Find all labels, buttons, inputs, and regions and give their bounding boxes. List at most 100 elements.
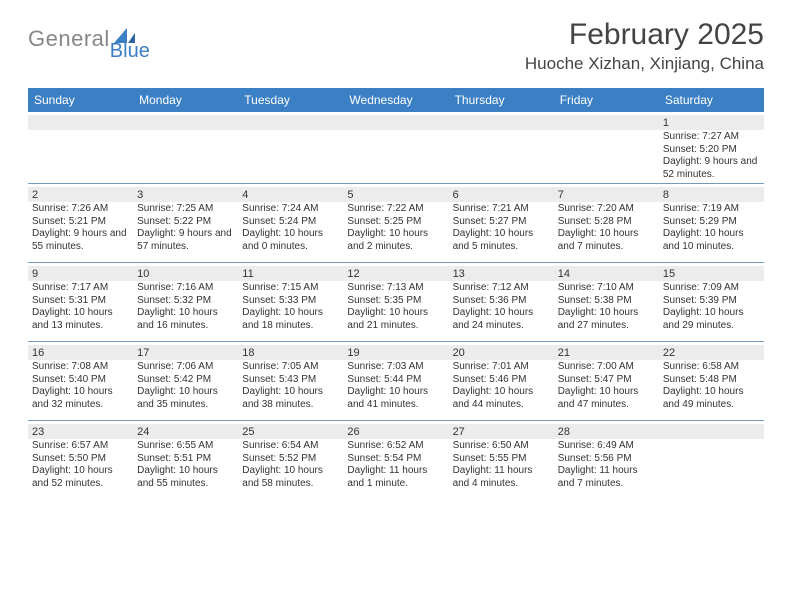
day-info: Sunrise: 7:06 AMSunset: 5:42 PMDaylight:…: [137, 361, 234, 411]
weekday-header: Sunday: [28, 88, 133, 112]
day-info: Sunrise: 7:20 AMSunset: 5:28 PMDaylight:…: [558, 203, 655, 253]
daynum-band: 8: [659, 187, 764, 202]
brand-name-2: Blue: [110, 40, 150, 63]
day-number: 24: [137, 426, 149, 438]
daynum-band: 14: [554, 266, 659, 281]
day-cell: 8Sunrise: 7:19 AMSunset: 5:29 PMDaylight…: [659, 184, 764, 262]
day-cell: 22Sunrise: 6:58 AMSunset: 5:48 PMDayligh…: [659, 342, 764, 420]
day-cell: 6Sunrise: 7:21 AMSunset: 5:27 PMDaylight…: [449, 184, 554, 262]
brand-name-1: General: [28, 26, 110, 52]
day-cell: 21 Sunrise: 7:00 AMSunset: 5:47 PMDayligh…: [554, 342, 659, 420]
day-cell: 26 Sunrise: 6:52 AMSunset: 5:54 PMDayligh…: [343, 421, 448, 499]
calendar: SundayMondayTuesdayWednesdayThursdayFrid…: [28, 88, 764, 499]
day-cell: 13 Sunrise: 7:12 AMSunset: 5:36 PMDayligh…: [449, 263, 554, 341]
day-info: Sunrise: 6:50 AMSunset: 5:55 PMDaylight:…: [453, 440, 550, 490]
header: General Blue February 2025 Huoche Xizhan…: [28, 18, 764, 74]
day-cell: 18 Sunrise: 7:05 AMSunset: 5:43 PMDayligh…: [238, 342, 343, 420]
day-cell: 17 Sunrise: 7:06 AMSunset: 5:42 PMDayligh…: [133, 342, 238, 420]
day-info: Sunrise: 7:22 AMSunset: 5:25 PMDaylight:…: [347, 203, 444, 253]
day-info: Sunrise: 7:16 AMSunset: 5:32 PMDaylight:…: [137, 282, 234, 332]
day-info: Sunrise: 7:15 AMSunset: 5:33 PMDaylight:…: [242, 282, 339, 332]
day-number: 8: [663, 189, 669, 201]
day-info: Sunrise: 7:03 AMSunset: 5:44 PMDaylight:…: [347, 361, 444, 411]
daynum-band: 20: [449, 345, 554, 360]
week-row: 2 Sunrise: 7:26 AMSunset: 5:21 PMDaylight…: [28, 183, 764, 262]
calendar-page: General Blue February 2025 Huoche Xizhan…: [0, 0, 792, 509]
day-number: 1: [663, 117, 669, 129]
day-number: 26: [347, 426, 359, 438]
daynum-band: 9: [28, 266, 133, 281]
day-cell: 25Sunrise: 6:54 AMSunset: 5:52 PMDayligh…: [238, 421, 343, 499]
daynum-band: 7: [554, 187, 659, 202]
daynum-band: [449, 115, 554, 130]
day-info: Sunrise: 7:24 AMSunset: 5:24 PMDaylight:…: [242, 203, 339, 253]
day-info: Sunrise: 7:09 AMSunset: 5:39 PMDaylight:…: [663, 282, 760, 332]
daynum-band: 21: [554, 345, 659, 360]
daynum-band: 1: [659, 115, 764, 130]
day-number: 6: [453, 189, 459, 201]
day-number: 3: [137, 189, 143, 201]
weekday-header: Saturday: [659, 88, 764, 112]
day-cell: [554, 112, 659, 183]
day-number: 13: [453, 268, 465, 280]
day-cell: 3Sunrise: 7:25 AMSunset: 5:22 PMDaylight…: [133, 184, 238, 262]
daynum-band: 16: [28, 345, 133, 360]
day-info: Sunrise: 6:55 AMSunset: 5:51 PMDaylight:…: [137, 440, 234, 490]
day-cell: 14Sunrise: 7:10 AMSunset: 5:38 PMDayligh…: [554, 263, 659, 341]
day-cell: 16 Sunrise: 7:08 AMSunset: 5:40 PMDayligh…: [28, 342, 133, 420]
daynum-band: 15: [659, 266, 764, 281]
day-number: 5: [347, 189, 353, 201]
day-info: Sunrise: 7:01 AMSunset: 5:46 PMDaylight:…: [453, 361, 550, 411]
day-cell: 20 Sunrise: 7:01 AMSunset: 5:46 PMDayligh…: [449, 342, 554, 420]
day-info: Sunrise: 7:13 AMSunset: 5:35 PMDaylight:…: [347, 282, 444, 332]
daynum-band: 24: [133, 424, 238, 439]
day-info: Sunrise: 7:17 AMSunset: 5:31 PMDaylight:…: [32, 282, 129, 332]
day-info: Sunrise: 7:26 AMSunset: 5:21 PMDaylight:…: [32, 203, 129, 253]
daynum-band: 5: [343, 187, 448, 202]
title-block: February 2025 Huoche Xizhan, Xinjiang, C…: [525, 18, 764, 74]
weekday-header: Thursday: [449, 88, 554, 112]
daynum-band: [238, 115, 343, 130]
day-number: 19: [347, 347, 359, 359]
day-info: Sunrise: 7:12 AMSunset: 5:36 PMDaylight:…: [453, 282, 550, 332]
daynum-band: 22: [659, 345, 764, 360]
day-number: 4: [242, 189, 248, 201]
day-info: Sunrise: 6:52 AMSunset: 5:54 PMDaylight:…: [347, 440, 444, 490]
day-cell: 23Sunrise: 6:57 AMSunset: 5:50 PMDayligh…: [28, 421, 133, 499]
week-row: 9Sunrise: 7:17 AMSunset: 5:31 PMDaylight…: [28, 262, 764, 341]
day-cell: 10Sunrise: 7:16 AMSunset: 5:32 PMDayligh…: [133, 263, 238, 341]
day-info: Sunrise: 7:08 AMSunset: 5:40 PMDaylight:…: [32, 361, 129, 411]
day-info: Sunrise: 7:05 AMSunset: 5:43 PMDaylight:…: [242, 361, 339, 411]
weekday-header: Monday: [133, 88, 238, 112]
day-number: 15: [663, 268, 675, 280]
day-cell: 7Sunrise: 7:20 AMSunset: 5:28 PMDaylight…: [554, 184, 659, 262]
day-number: 18: [242, 347, 254, 359]
day-info: Sunrise: 7:27 AMSunset: 5:20 PMDaylight:…: [663, 131, 760, 181]
day-cell: 5 Sunrise: 7:22 AMSunset: 5:25 PMDaylight…: [343, 184, 448, 262]
location-subtitle: Huoche Xizhan, Xinjiang, China: [525, 54, 764, 74]
day-cell: [449, 112, 554, 183]
day-cell: 9Sunrise: 7:17 AMSunset: 5:31 PMDaylight…: [28, 263, 133, 341]
daynum-band: 3: [133, 187, 238, 202]
day-info: Sunrise: 7:00 AMSunset: 5:47 PMDaylight:…: [558, 361, 655, 411]
day-number: 23: [32, 426, 44, 438]
daynum-band: 6: [449, 187, 554, 202]
day-number: 17: [137, 347, 149, 359]
week-row: 1 Sunrise: 7:27 AMSunset: 5:20 PMDaylight…: [28, 112, 764, 183]
day-number: 21: [558, 347, 570, 359]
day-info: Sunrise: 6:58 AMSunset: 5:48 PMDaylight:…: [663, 361, 760, 411]
daynum-band: [28, 115, 133, 130]
day-cell: 11Sunrise: 7:15 AMSunset: 5:33 PMDayligh…: [238, 263, 343, 341]
daynum-band: 11: [238, 266, 343, 281]
day-cell: [659, 421, 764, 499]
daynum-band: [343, 115, 448, 130]
day-number: 2: [32, 189, 38, 201]
daynum-band: 4: [238, 187, 343, 202]
month-title: February 2025: [525, 18, 764, 52]
day-cell: 27Sunrise: 6:50 AMSunset: 5:55 PMDayligh…: [449, 421, 554, 499]
daynum-band: [554, 115, 659, 130]
daynum-band: 28: [554, 424, 659, 439]
day-number: 16: [32, 347, 44, 359]
daynum-band: 19: [343, 345, 448, 360]
day-number: 20: [453, 347, 465, 359]
